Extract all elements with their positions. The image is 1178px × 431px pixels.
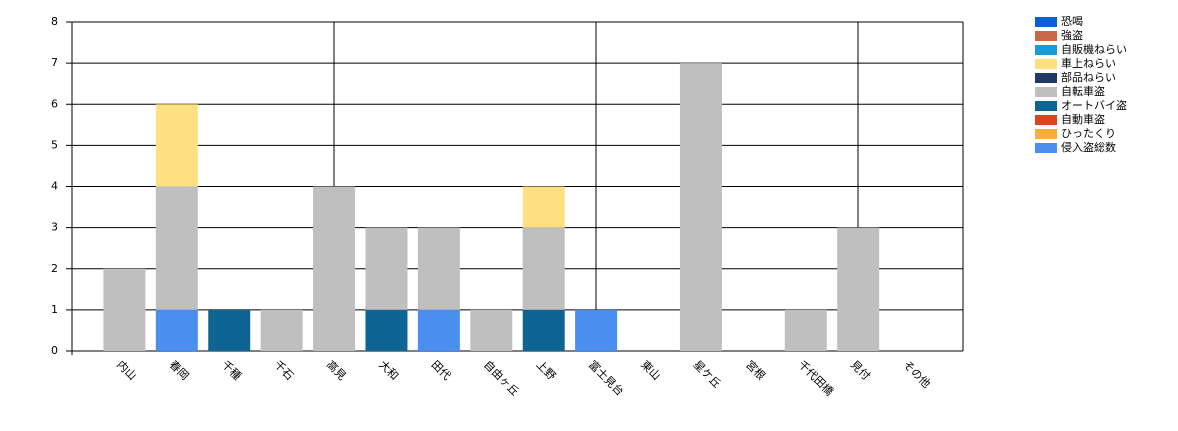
bar-segment: [155, 309, 198, 351]
legend-swatch: [1035, 87, 1057, 97]
y-tick-label: 8: [51, 15, 58, 28]
bar-segment: [155, 186, 198, 310]
x-tick-label: 上野: [533, 358, 558, 383]
legend-swatch: [1035, 17, 1057, 27]
legend-label: オートバイ盗: [1061, 99, 1127, 112]
bar-segment: [365, 309, 408, 351]
legend-swatch: [1035, 73, 1057, 83]
bar-segment: [208, 309, 251, 351]
legend-label: 部品ねらい: [1061, 70, 1116, 84]
x-tick-label: 富士見台: [586, 357, 627, 398]
legend-label: ひったくり: [1061, 127, 1116, 140]
legend-label: 恐喝: [1061, 15, 1083, 28]
x-tick-label: 田代: [429, 358, 454, 383]
bar-segment: [313, 186, 356, 351]
x-tick-label: 内山: [114, 357, 139, 382]
x-tick-label: 東山: [638, 358, 663, 383]
legend-label: 侵入盗総数: [1061, 140, 1116, 154]
legend-swatch: [1035, 45, 1057, 55]
bar-segment: [470, 309, 513, 351]
legend-label: 強盗: [1061, 29, 1083, 42]
bar-segment: [155, 104, 198, 187]
bar-segment: [679, 63, 722, 351]
bar-segment: [103, 268, 146, 351]
bar-segment: [784, 309, 827, 351]
legend-swatch: [1035, 143, 1057, 153]
y-tick-label: 6: [51, 97, 58, 110]
bar-segment: [260, 309, 303, 351]
legend-label: 自販機ねらい: [1061, 42, 1127, 56]
y-tick-label: 7: [51, 56, 58, 69]
bar-segment: [522, 186, 565, 228]
x-tick-label: 宮根: [743, 357, 768, 382]
legend-swatch: [1035, 115, 1057, 125]
legend-label: 自転車盗: [1061, 84, 1105, 98]
y-tick-label: 5: [51, 138, 58, 151]
legend-swatch: [1035, 101, 1057, 111]
bar-segment: [365, 227, 408, 310]
x-tick-label: 自由ヶ丘: [481, 357, 522, 398]
bar-segment: [417, 309, 460, 351]
bar-segment: [417, 227, 460, 310]
x-tick-label: 千代田橋: [796, 357, 837, 398]
x-tick-label: 春岡: [167, 358, 192, 383]
bar-segment: [837, 227, 880, 351]
x-tick-label: その他: [900, 358, 933, 391]
x-tick-label: 大和: [376, 357, 401, 382]
legend-swatch: [1035, 59, 1057, 69]
x-tick-label: 千種: [219, 357, 244, 382]
y-tick-label: 4: [51, 180, 58, 193]
bar-segment: [522, 227, 565, 310]
y-tick-label: 2: [51, 262, 58, 275]
x-tick-label: 高見: [324, 357, 349, 382]
y-tick-label: 0: [51, 344, 58, 357]
x-tick-label: 星ケ丘: [691, 358, 724, 391]
legend-swatch: [1035, 31, 1057, 41]
legend-swatch: [1035, 129, 1057, 139]
legend-label: 自動車盗: [1061, 112, 1105, 126]
y-tick-label: 1: [51, 303, 58, 316]
y-tick-label: 3: [51, 221, 58, 234]
x-tick-label: 見付: [848, 358, 873, 383]
bar-segment: [522, 309, 565, 351]
x-tick-label: 千石: [271, 358, 296, 383]
legend-label: 車上ねらい: [1061, 56, 1116, 70]
bar-segment: [575, 309, 618, 351]
